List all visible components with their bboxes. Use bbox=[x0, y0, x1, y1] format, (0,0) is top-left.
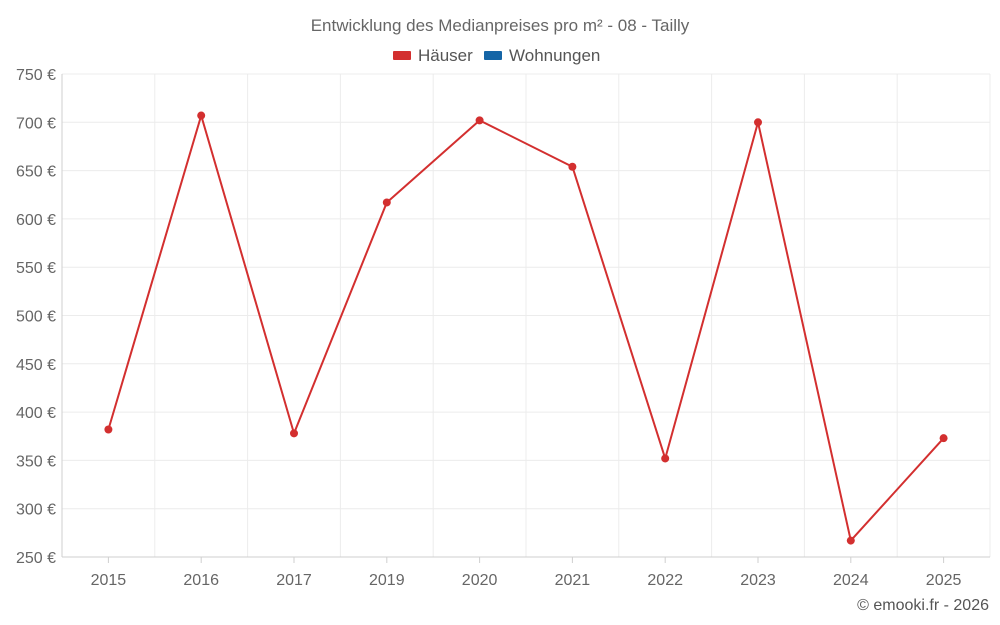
x-tick-label: 2016 bbox=[183, 572, 219, 589]
data-point[interactable] bbox=[568, 162, 577, 171]
y-tick-label: 500 € bbox=[16, 309, 56, 326]
x-tick-label: 2017 bbox=[276, 572, 312, 589]
data-point[interactable] bbox=[846, 536, 855, 545]
legend-item-wohnungen[interactable]: Wohnungen bbox=[484, 46, 600, 65]
data-point[interactable] bbox=[661, 454, 670, 463]
grid bbox=[61, 73, 991, 558]
legend-item-haeuser[interactable]: Häuser bbox=[393, 46, 473, 65]
data-point[interactable] bbox=[197, 111, 206, 120]
x-tick-label: 2025 bbox=[926, 572, 962, 589]
chart-title: Entwicklung des Medianpreises pro m² - 0… bbox=[311, 16, 690, 35]
legend-label-haeuser: Häuser bbox=[418, 46, 473, 65]
data-point[interactable] bbox=[382, 198, 391, 207]
y-tick-label: 400 € bbox=[16, 405, 56, 422]
data-point[interactable] bbox=[939, 434, 948, 443]
footer-credit: © emooki.fr - 2026 bbox=[857, 597, 989, 614]
y-tick-label: 650 € bbox=[16, 164, 56, 181]
y-tick-label: 750 € bbox=[16, 67, 56, 84]
data-point[interactable] bbox=[475, 116, 484, 125]
data-point[interactable] bbox=[290, 429, 298, 438]
x-tick-label: 2021 bbox=[555, 572, 591, 589]
x-axis: 2015 2016 2017 2019 2020 2021 2022 2023 2024 2025 bbox=[62, 556, 990, 589]
y-tick-label: 450 € bbox=[16, 357, 56, 374]
x-tick-label: 2015 bbox=[91, 572, 127, 589]
legend-swatch-haeuser bbox=[393, 51, 411, 60]
y-axis: 250 € 300 € 350 € 400 € 450 € 500 € 550 € 600 €… bbox=[16, 67, 63, 567]
legend-swatch-wohnungen bbox=[484, 51, 502, 60]
series-haeuser bbox=[104, 111, 948, 545]
y-tick-label: 700 € bbox=[16, 115, 56, 132]
y-tick-label: 350 € bbox=[16, 453, 56, 470]
y-tick-label: 250 € bbox=[16, 550, 56, 567]
data-point[interactable] bbox=[104, 425, 113, 434]
y-tick-label: 300 € bbox=[16, 502, 56, 519]
data-point[interactable] bbox=[754, 118, 762, 127]
legend: Häuser Wohnungen bbox=[393, 46, 600, 65]
x-tick-label: 2019 bbox=[369, 572, 405, 589]
y-tick-label: 600 € bbox=[16, 212, 56, 229]
series-line bbox=[107, 114, 945, 542]
y-tick-label: 550 € bbox=[16, 260, 56, 277]
x-tick-label: 2022 bbox=[647, 572, 683, 589]
x-tick-label: 2020 bbox=[462, 572, 498, 589]
x-tick-label: 2023 bbox=[740, 572, 776, 589]
legend-label-wohnungen: Wohnungen bbox=[509, 46, 600, 65]
x-tick-label: 2024 bbox=[833, 572, 869, 589]
